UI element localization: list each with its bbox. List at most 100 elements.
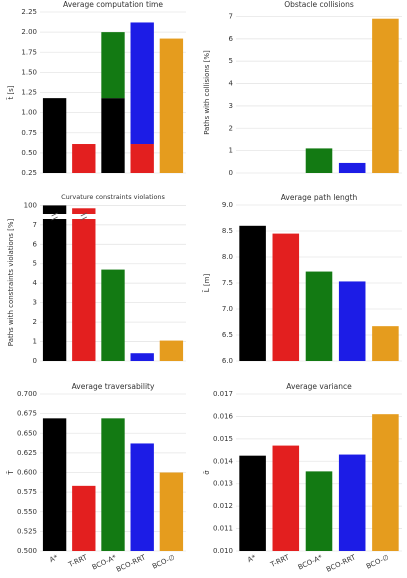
y-axis-label: T̄: [6, 470, 15, 476]
bar: [272, 233, 300, 361]
y-tick-label: 2: [33, 318, 37, 326]
y-tick-label: 0.625: [17, 449, 37, 457]
bar: [72, 485, 96, 551]
bar: [239, 225, 266, 361]
y-tick-label: 0.675: [17, 410, 37, 418]
y-axis-label: L̄ [m]: [202, 274, 211, 293]
bar: [101, 418, 125, 551]
x-tick-label: BCO-A*: [91, 553, 118, 571]
y-tick-label: 1.50: [21, 68, 37, 76]
y-tick-label: 0.550: [17, 508, 37, 516]
bar: [101, 269, 125, 361]
bar: [338, 162, 366, 173]
chart-title: Curvature constraints violations: [61, 193, 165, 201]
y-tick-label: 0.016: [213, 412, 234, 420]
y-tick-label: 5: [33, 260, 37, 268]
y-tick-label: 7.0: [222, 305, 233, 313]
y-tick-label: 8.0: [222, 253, 233, 261]
chart-title: Obstacle collisions: [284, 0, 354, 9]
bar: [338, 281, 366, 361]
y-tick-label: 0.75: [21, 129, 37, 137]
bar: [305, 271, 333, 361]
x-tick-label: T-RRT: [268, 553, 291, 569]
bar: [42, 219, 67, 361]
y-tick-label: 0.015: [213, 435, 233, 443]
bar: [42, 98, 67, 173]
bar: [130, 144, 154, 173]
chart-title: Average path length: [281, 193, 358, 202]
axis-break: [80, 216, 87, 221]
x-tick-label: BCO-∅: [365, 553, 390, 570]
axis-break: [51, 212, 58, 217]
axis-break: [51, 216, 58, 221]
bar: [101, 32, 125, 99]
y-tick-label: 2.25: [21, 8, 37, 16]
y-tick-label: 9.0: [222, 201, 233, 209]
y-axis-label: σ̄: [203, 470, 211, 475]
bar: [305, 471, 333, 551]
y-tick-label: 5: [229, 57, 233, 65]
y-tick-label: 7.5: [222, 279, 233, 287]
bar: [372, 18, 399, 174]
x-tick-label: BCO-∅: [151, 553, 176, 570]
y-tick-label: 1: [33, 338, 37, 346]
y-tick-label: 0.700: [17, 390, 37, 398]
y-tick-label: 0.500: [17, 547, 37, 555]
x-tick-label: A*: [246, 553, 257, 564]
y-tick-label: 0.25: [21, 169, 37, 177]
bar: [372, 326, 399, 361]
bar: [130, 22, 154, 145]
y-tick-label: 0.50: [21, 149, 37, 157]
x-tick-label: BCO-RRT: [325, 553, 357, 574]
chart-title: Average computation time: [63, 0, 163, 9]
y-tick-label: 0.017: [213, 390, 233, 398]
y-tick-label: 0.012: [213, 502, 233, 510]
y-tick-label: 0.575: [17, 488, 37, 496]
y-tick-label: 4: [229, 80, 234, 88]
y-tick-label: 0.011: [213, 525, 233, 533]
y-tick-label: 1.25: [21, 89, 37, 97]
y-tick-label: 7: [229, 12, 233, 20]
bar: [305, 148, 333, 173]
y-axis-label: Paths with collisions [%]: [203, 50, 211, 135]
bar: [42, 205, 67, 214]
y-tick-label: 0.013: [213, 480, 233, 488]
y-tick-label: 0.014: [213, 457, 234, 465]
y-tick-label: 0: [33, 357, 37, 365]
bar: [159, 472, 184, 551]
x-tick-label: T-RRT: [66, 553, 89, 569]
y-tick-label: 2.00: [21, 28, 37, 36]
y-tick-label: 8.5: [222, 227, 233, 235]
y-tick-label: 1.75: [21, 48, 37, 56]
y-tick-label: 0.650: [17, 429, 37, 437]
bar: [239, 455, 266, 551]
y-tick-label: 1.00: [21, 109, 37, 117]
bar: [130, 443, 154, 551]
y-tick-label: 6.5: [222, 331, 233, 339]
bar: [42, 418, 67, 551]
y-tick-label: 0.600: [17, 469, 37, 477]
bar: [338, 454, 366, 551]
y-tick-label: 1: [229, 147, 233, 155]
y-tick-label: 6.0: [222, 357, 233, 365]
y-axis-label: Paths with constraints violations [%]: [7, 219, 15, 347]
bar: [72, 219, 96, 361]
bar: [130, 353, 154, 361]
x-tick-label: BCO-A*: [297, 553, 324, 571]
y-tick-label: 4: [33, 279, 38, 287]
x-tick-label: BCO-RRT: [115, 553, 147, 574]
bar: [159, 340, 184, 361]
y-tick-label: 6: [229, 35, 234, 43]
y-axis-label: t̄ [s]: [6, 85, 15, 100]
bar: [72, 144, 96, 173]
y-tick-label: 3: [229, 102, 233, 110]
chart-title: Average traversability: [72, 382, 155, 391]
bar: [101, 98, 125, 173]
bar: [72, 208, 96, 214]
y-tick-label: 100: [24, 201, 37, 209]
x-tick-label: A*: [48, 553, 59, 564]
y-tick-label: 2: [229, 124, 233, 132]
bar: [272, 445, 300, 551]
axis-break: [80, 212, 87, 217]
y-tick-label: 6: [33, 240, 38, 248]
